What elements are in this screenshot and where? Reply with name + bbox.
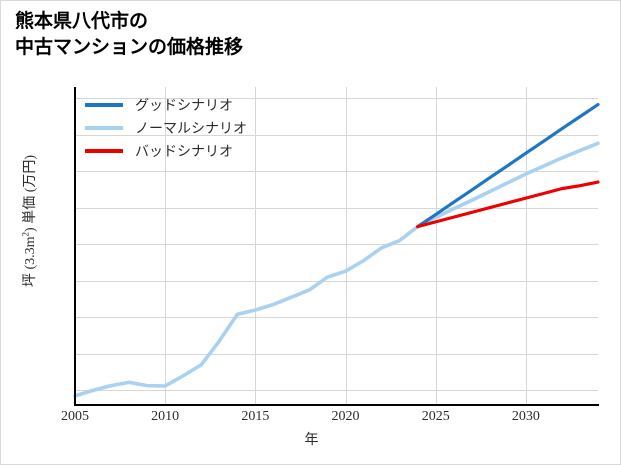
gridline-horizontal xyxy=(75,98,598,99)
x-tick-label: 2015 xyxy=(241,409,270,424)
series-lines xyxy=(73,102,600,398)
gridline-horizontal xyxy=(75,135,598,136)
page-title: 熊本県八代市の 中古マンションの価格推移 xyxy=(15,11,244,58)
gridline-horizontal xyxy=(75,244,598,245)
gridline-horizontal xyxy=(75,354,598,355)
y-axis-line xyxy=(74,87,76,406)
x-axis-label: 年 xyxy=(304,433,319,448)
chart-legend: グッドシナリオ ノーマルシナリオ バッドシナリオ xyxy=(85,93,315,162)
gridline-horizontal xyxy=(75,390,598,391)
x-tick-label: 2030 xyxy=(511,409,540,424)
gridline-vertical xyxy=(165,87,166,405)
legend-item-normal[interactable]: ノーマルシナリオ xyxy=(85,116,315,139)
y-axis-label: 坪 (3.3m2) 単価 (万円) xyxy=(20,154,38,288)
legend-item-good[interactable]: グッドシナリオ xyxy=(85,93,315,116)
gridline-vertical xyxy=(346,87,347,405)
series-line-normal xyxy=(73,141,600,398)
gridline-vertical xyxy=(436,87,437,405)
legend-swatch-bad xyxy=(85,148,123,153)
x-tick-label: 2025 xyxy=(421,409,450,424)
legend-swatch-normal xyxy=(85,125,123,130)
legend-label-normal: ノーマルシナリオ xyxy=(135,121,247,137)
legend-swatch-good xyxy=(85,102,123,107)
series-line-good xyxy=(416,102,600,229)
legend-label-bad: バッドシナリオ xyxy=(135,144,233,160)
plot-background xyxy=(75,87,598,405)
gridline-vertical xyxy=(526,87,527,405)
x-tick-label: 2020 xyxy=(331,409,360,424)
series-line-bad xyxy=(416,180,600,229)
legend-item-bad[interactable]: バッドシナリオ xyxy=(85,139,315,162)
legend-label-good: グッドシナリオ xyxy=(135,98,233,114)
gridline-horizontal xyxy=(75,208,598,209)
gridline-vertical xyxy=(255,87,256,405)
x-tick-label: 2005 xyxy=(61,409,89,424)
gridline-horizontal xyxy=(75,171,598,172)
gridline-horizontal xyxy=(75,317,598,318)
plot-area xyxy=(73,87,600,405)
x-axis-line xyxy=(74,404,599,406)
x-tick-label: 2010 xyxy=(151,409,180,424)
gridline-horizontal xyxy=(75,281,598,282)
